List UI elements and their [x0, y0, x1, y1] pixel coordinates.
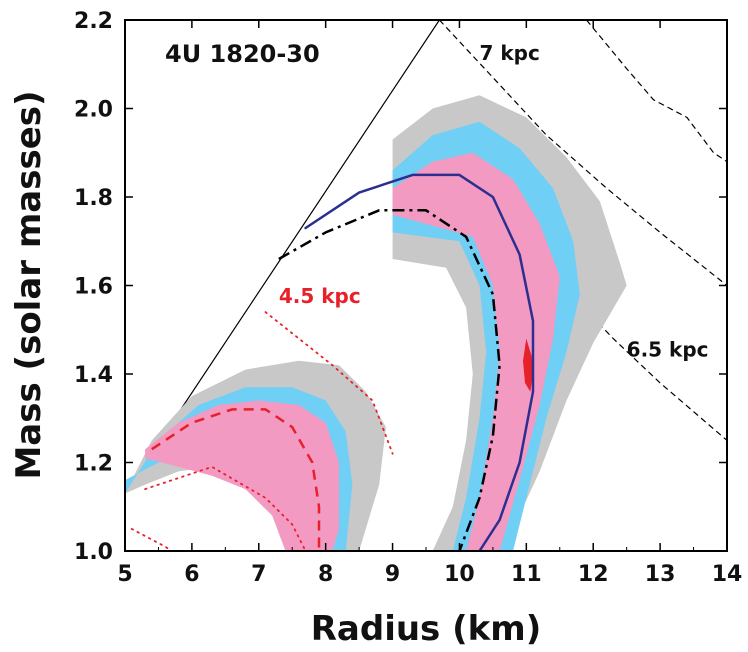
- x-tick-label: 11: [511, 562, 542, 587]
- series-red-dotted-line-upper: [264, 311, 394, 455]
- tick-layer: 5 6 7 8 9 10 11 12 13 14 1.0 1.2 1.4 1.6 1.8 2.0 2.2: [74, 9, 742, 587]
- x-axis-title: Radius (km): [311, 609, 542, 649]
- x-tick-label: 7: [251, 562, 266, 587]
- series-4-5-kpc-inner-contour-pink: [145, 400, 339, 551]
- series-black-dash-dot-curve: [278, 209, 501, 551]
- chart-title: 4U 1820-30: [165, 40, 320, 68]
- y-tick-label: 2.0: [74, 98, 113, 123]
- y-tick-label: 1.8: [74, 186, 113, 211]
- annotation-7-kpc: 7 kpc: [480, 41, 540, 65]
- annotation-4-5-kpc: 4.5 kpc: [279, 284, 361, 308]
- series-red-dotted-line-lower: [130, 528, 173, 551]
- series-7-kpc-boundary: [438, 20, 727, 286]
- x-tick-label: 8: [318, 562, 333, 587]
- series-blue-mass-radius-curve: [304, 173, 535, 551]
- x-tick-label: 5: [117, 562, 132, 587]
- y-tick-label: 1.2: [74, 452, 113, 477]
- y-tick-label: 1.0: [74, 540, 113, 565]
- series-upper-right-dashed: [586, 20, 727, 163]
- x-tick-label: 14: [712, 562, 743, 587]
- annotation-layer: 7 kpc 6.5 kpc 4.5 kpc: [279, 41, 709, 361]
- series-best-fit-core: [523, 338, 533, 392]
- y-tick-label: 2.2: [74, 9, 113, 34]
- x-tick-label: 13: [645, 562, 676, 587]
- y-tick-label: 1.4: [74, 363, 113, 388]
- annotation-6-5-kpc: 6.5 kpc: [627, 337, 709, 361]
- x-tick-label: 12: [578, 562, 609, 587]
- y-tick-label: 1.6: [74, 275, 113, 300]
- series-layer: [125, 20, 727, 551]
- series-red-dotted-line-middle: [144, 465, 307, 551]
- x-tick-label: 6: [184, 562, 199, 587]
- x-tick-label: 9: [385, 562, 400, 587]
- x-tick-label: 10: [444, 562, 475, 587]
- y-axis-title: Mass (solar masses): [9, 90, 49, 479]
- series-red-dashed-curve: [151, 408, 321, 551]
